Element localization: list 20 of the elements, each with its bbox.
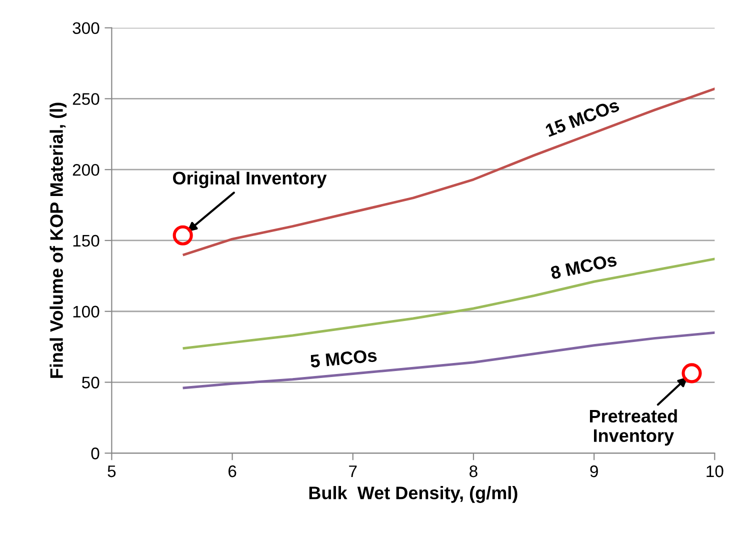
annotation: Original Inventory	[173, 171, 327, 188]
x-tick-label: 7	[349, 466, 357, 478]
y-tick-label: 200	[72, 164, 100, 176]
x-axis-title: Bulk Wet Density, (g/ml)	[309, 486, 518, 503]
annotation: Pretreated Inventory	[590, 409, 677, 446]
y-tick-label: 250	[72, 93, 100, 105]
x-tick-label: 10	[706, 465, 724, 478]
y-tick-label: 50	[82, 376, 100, 388]
text: 5 MCOs	[310, 348, 377, 368]
text: 15 MCOs	[544, 98, 620, 138]
y-axis-title: Final Volume of KOP Material, (l)	[50, 102, 67, 378]
x-tick-label: 9	[590, 465, 598, 478]
text: 8 MCOs	[550, 253, 618, 280]
y-tick-label: 150	[73, 234, 100, 247]
y-tick-label: 300	[72, 22, 100, 34]
x-tick-label: 8	[470, 465, 478, 478]
x-tick-label: 6	[228, 465, 236, 478]
y-tick-label: 100	[73, 306, 100, 318]
x-tick-label: 5	[108, 466, 116, 478]
y-tick-label: 0	[91, 448, 100, 460]
